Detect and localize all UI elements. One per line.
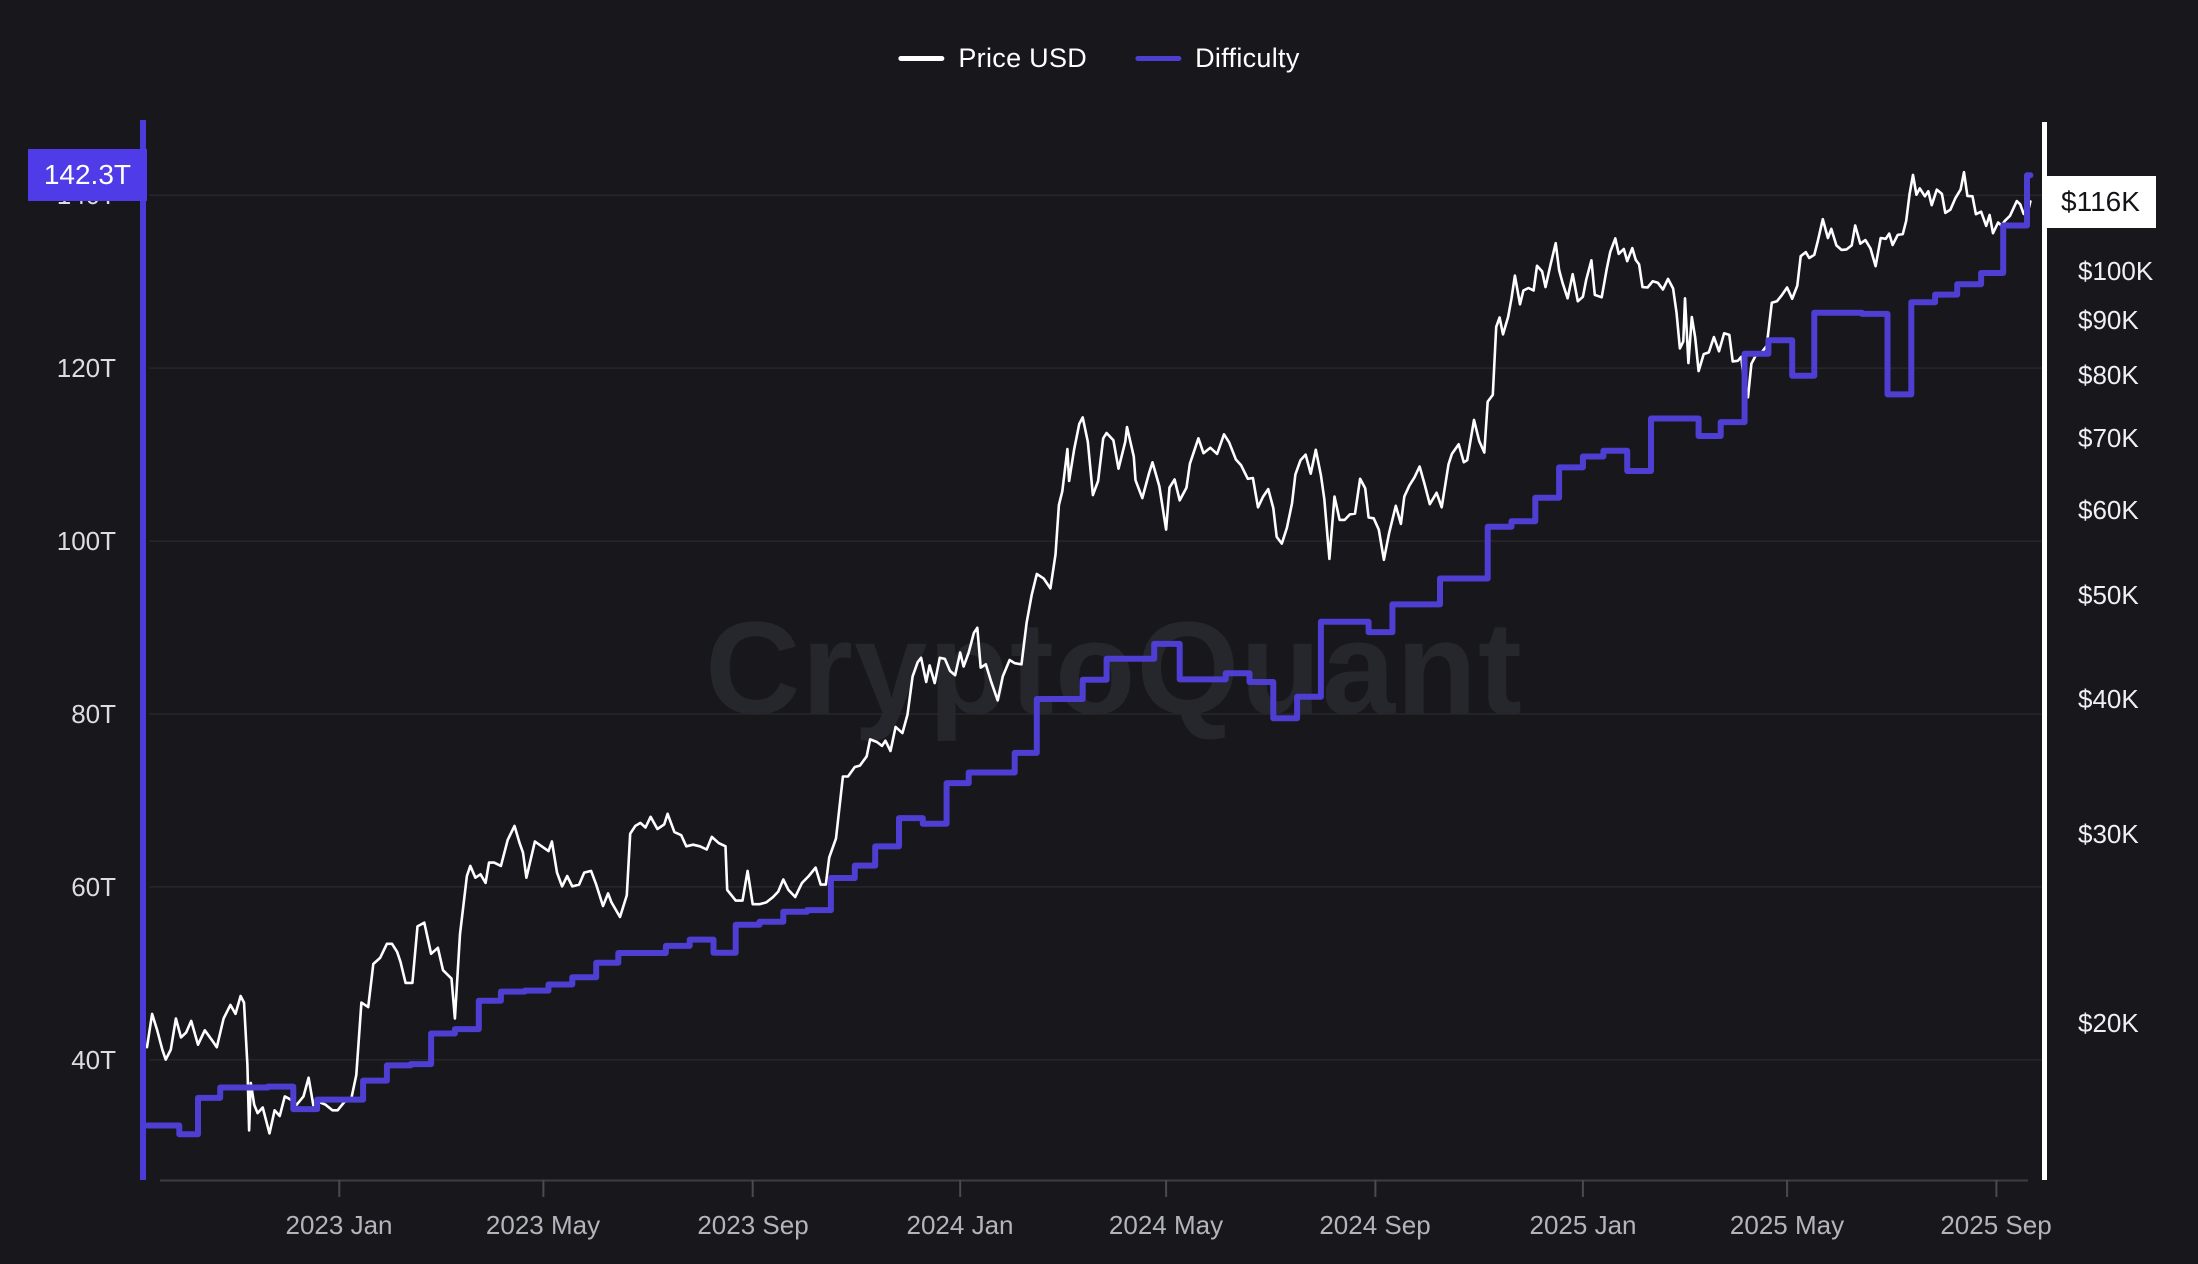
- price-current-value-badge: $116K: [2045, 176, 2156, 228]
- time-tick-label: 2023 Sep: [697, 1210, 809, 1240]
- legend-label: Difficulty: [1195, 42, 1300, 73]
- difficulty-current-value-badge: 142.3T: [27, 149, 147, 201]
- time-tick-label: 2023 Jan: [285, 1210, 393, 1240]
- price-tick-label: $90K: [2078, 305, 2139, 335]
- difficulty-tick-label: 120T: [56, 353, 116, 383]
- price-tick-label: $60K: [2078, 495, 2139, 525]
- cryptoquant-watermark: CryptoQuant: [705, 594, 1523, 742]
- difficulty-tick-label: 80T: [71, 699, 116, 729]
- price-tick-label: $30K: [2078, 819, 2139, 849]
- price-tick-label: $80K: [2078, 360, 2139, 390]
- legend-item-difficulty[interactable]: Difficulty: [1135, 43, 1300, 74]
- time-tick-label: 2025 May: [1729, 1210, 1845, 1240]
- chart-legend: Price USD Difficulty: [898, 36, 1299, 80]
- difficulty-tick-label: 40T: [71, 1045, 116, 1075]
- legend-label: Price USD: [958, 42, 1088, 73]
- price-tick-label: $20K: [2078, 1008, 2139, 1038]
- price-tick-label: $70K: [2078, 423, 2139, 453]
- time-tick-label: 2023 May: [485, 1210, 601, 1240]
- time-tick-label: 2025 Jan: [1529, 1210, 1637, 1240]
- price-usd-line: [145, 170, 2032, 1135]
- price-tick-label: $40K: [2078, 684, 2139, 714]
- difficulty-tick-label: 60T: [71, 872, 116, 902]
- difficulty-tick-label: 100T: [56, 526, 116, 556]
- difficulty-line: [144, 172, 2034, 1138]
- price-tick-label: $50K: [2078, 580, 2139, 610]
- legend-item-price-usd[interactable]: Price USD: [898, 43, 1087, 74]
- legend-swatch-icon: [898, 55, 945, 61]
- time-tick-label: 2024 May: [1108, 1210, 1224, 1240]
- time-tick-label: 2024 Jan: [906, 1210, 1014, 1240]
- left-axis-bar: [140, 120, 146, 1180]
- time-tick-label: 2024 Sep: [1319, 1210, 1431, 1240]
- current-time-bar: [2042, 122, 2047, 1180]
- price-tick-label: $100K: [2078, 256, 2154, 286]
- time-tick-label: 2025 Sep: [1940, 1210, 2052, 1240]
- legend-swatch-icon: [1135, 55, 1182, 61]
